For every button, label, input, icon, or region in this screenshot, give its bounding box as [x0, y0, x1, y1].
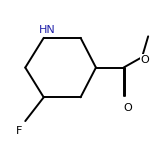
Text: O: O — [124, 103, 133, 113]
Text: HN: HN — [38, 25, 55, 35]
Text: F: F — [16, 126, 22, 136]
Text: O: O — [141, 55, 149, 65]
